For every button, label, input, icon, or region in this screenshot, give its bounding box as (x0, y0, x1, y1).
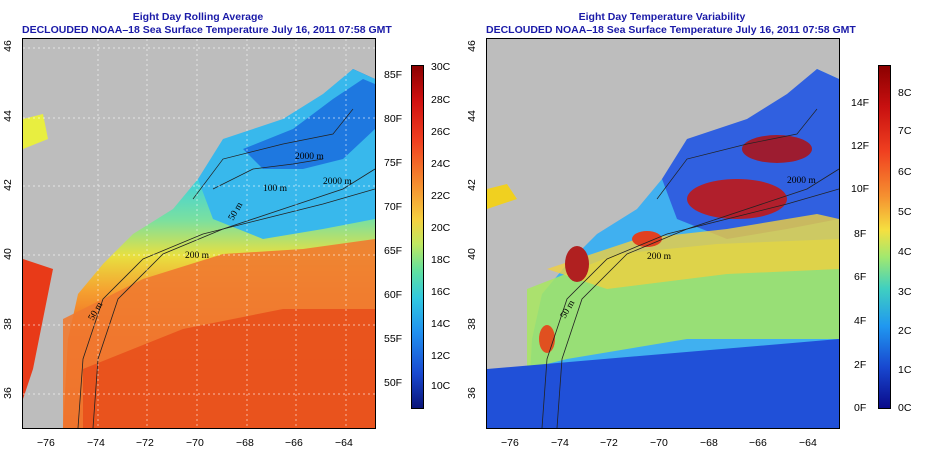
left-cb-c-14: 14C (431, 318, 451, 330)
left-x-tick-1: −76 (37, 437, 55, 449)
left-cb-c-18: 18C (431, 254, 451, 266)
right-cb-c-0: 0C (898, 402, 912, 414)
left-cb-f-60: 60F (384, 289, 403, 301)
left-contour-label-1: 2000 m (295, 152, 324, 162)
right-cb-f-10: 10F (851, 183, 870, 195)
left-y-tick-5: 38 (1, 318, 14, 330)
right-x-tick-3: −72 (600, 437, 618, 449)
left-cb-c-16: 16C (431, 286, 451, 298)
right-variability-colorbar (878, 65, 891, 409)
right-cb-c-7: 7C (898, 125, 912, 137)
right-x-tick-7: −64 (799, 437, 817, 449)
left-contour-label-2: 100 m (263, 184, 288, 194)
left-cb-c-22: 22C (431, 190, 451, 202)
left-y-tick-6: 36 (1, 387, 14, 399)
left-sst-map: 2000 m 100 m 50 m 200 m 50 m 2000 m (22, 38, 376, 429)
left-x-tick-2: −74 (87, 437, 105, 449)
right-x-tick-1: −76 (501, 437, 519, 449)
right-cb-c-5: 5C (898, 206, 912, 218)
right-y-tick-5: 38 (465, 318, 478, 330)
left-cb-f-75: 75F (384, 157, 403, 169)
right-variability-map: 2000 m 200 m 50 m (486, 38, 840, 429)
left-x-tick-7: −64 (335, 437, 353, 449)
left-map-subtitle: DECLOUDED NOAA–18 Sea Surface Temperatur… (22, 24, 392, 36)
right-cb-c-8: 8C (898, 87, 912, 99)
right-contour-label-1: 2000 m (787, 176, 816, 186)
right-map-subtitle: DECLOUDED NOAA–18 Sea Surface Temperatur… (486, 24, 856, 36)
right-cb-c-1: 1C (898, 364, 912, 376)
right-cb-f-14: 14F (851, 97, 870, 109)
right-x-tick-5: −68 (700, 437, 718, 449)
left-cb-c-24: 24C (431, 158, 451, 170)
left-y-tick-3: 42 (1, 179, 14, 191)
left-y-tick-4: 40 (1, 248, 14, 260)
right-cb-c-2: 2C (898, 325, 912, 337)
right-x-tick-4: −70 (650, 437, 668, 449)
right-x-tick-6: −66 (749, 437, 767, 449)
right-y-tick-4: 40 (465, 248, 478, 260)
right-y-tick-6: 36 (465, 387, 478, 399)
left-cb-f-85: 85F (384, 69, 403, 81)
left-cb-c-28: 28C (431, 94, 451, 106)
left-y-tick-2: 44 (1, 110, 14, 122)
right-cb-c-6: 6C (898, 166, 912, 178)
right-y-tick-2: 44 (465, 110, 478, 122)
left-contour-label-4: 200 m (185, 251, 210, 261)
left-cb-c-12: 12C (431, 350, 451, 362)
right-cb-f-2: 2F (854, 359, 867, 371)
left-contour-label-6: 2000 m (323, 177, 352, 187)
right-y-tick-1: 46 (465, 40, 478, 52)
right-cb-f-12: 12F (851, 140, 870, 152)
left-x-tick-6: −66 (285, 437, 303, 449)
left-cb-f-50: 50F (384, 377, 403, 389)
left-cb-f-70: 70F (384, 201, 403, 213)
right-cb-c-3: 3C (898, 286, 912, 298)
left-cb-f-65: 65F (384, 245, 403, 257)
right-contour-label-2: 200 m (647, 252, 672, 262)
left-cb-f-80: 80F (384, 113, 403, 125)
right-map-title: Eight Day Temperature Variability (578, 11, 746, 23)
right-cb-f-8: 8F (854, 228, 867, 240)
left-map-title: Eight Day Rolling Average (132, 11, 264, 23)
right-cb-f-6: 6F (854, 271, 867, 283)
right-cb-f-4: 4F (854, 315, 867, 327)
left-y-tick-1: 46 (1, 40, 14, 52)
left-cb-f-55: 55F (384, 333, 403, 345)
left-x-tick-5: −68 (236, 437, 254, 449)
right-cb-c-4: 4C (898, 246, 912, 258)
left-x-tick-4: −70 (186, 437, 204, 449)
left-cb-c-26: 26C (431, 126, 451, 138)
right-x-tick-2: −74 (551, 437, 569, 449)
left-cb-c-10: 10C (431, 380, 451, 392)
left-temperature-colorbar (411, 65, 424, 409)
right-cb-f-0: 0F (854, 402, 867, 414)
left-x-tick-3: −72 (136, 437, 154, 449)
right-y-tick-3: 42 (465, 179, 478, 191)
left-cb-c-20: 20C (431, 222, 451, 234)
left-cb-c-30: 30C (431, 61, 451, 73)
